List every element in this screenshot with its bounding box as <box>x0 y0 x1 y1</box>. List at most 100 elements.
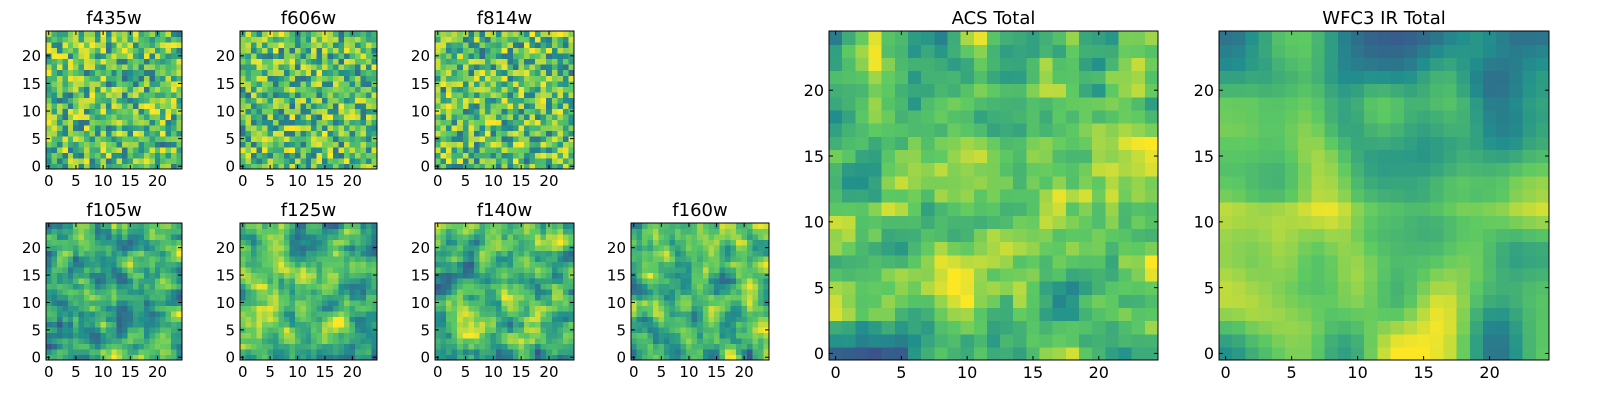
heatmap-cell <box>457 69 464 76</box>
heatmap-cell <box>283 97 290 104</box>
heatmap-cell <box>56 321 63 328</box>
heatmap-cell <box>149 146 156 154</box>
heatmap-cell <box>546 130 553 137</box>
heatmap-cell <box>305 299 312 306</box>
heatmap-cell <box>457 349 464 356</box>
heatmap-cell <box>757 294 765 301</box>
heatmap-cell <box>84 64 91 71</box>
heatmap-cell <box>67 135 74 142</box>
heatmap-cell <box>371 261 378 268</box>
heatmap-cell <box>355 349 362 356</box>
heatmap-cell <box>78 113 85 120</box>
heatmap-cell <box>490 36 497 43</box>
heatmap-cell <box>133 119 140 126</box>
heatmap-cell <box>283 288 290 295</box>
heatmap-cell <box>89 119 96 126</box>
heatmap-cell <box>535 266 542 273</box>
heatmap-cell <box>741 261 748 268</box>
heatmap-cell <box>256 239 263 246</box>
heatmap-cell <box>149 354 156 361</box>
heatmap-cell <box>267 102 274 109</box>
heatmap-cell <box>680 277 687 284</box>
heatmap-cell <box>289 113 296 120</box>
heatmap-cell <box>490 102 497 109</box>
heatmap-cell <box>523 332 531 339</box>
heatmap-cell <box>529 349 536 356</box>
heatmap-cell <box>468 277 475 284</box>
heatmap-cell <box>272 53 279 60</box>
heatmap-cell <box>468 321 475 328</box>
heatmap-cell <box>669 244 676 251</box>
heatmap-cell <box>485 261 492 268</box>
heatmap-cell <box>355 255 362 262</box>
heatmap-cell <box>245 91 252 98</box>
heatmap-cell <box>664 250 671 257</box>
heatmap-cell <box>73 288 80 295</box>
heatmap-cell <box>501 327 508 334</box>
heatmap-cell <box>366 283 373 290</box>
heatmap-cell <box>1052 333 1067 348</box>
heatmap-cell <box>724 343 731 350</box>
heatmap-cell <box>267 277 274 284</box>
heatmap-cell <box>283 146 290 154</box>
heatmap-cell <box>278 277 285 284</box>
heatmap-cell <box>256 97 263 104</box>
heatmap-cell <box>562 327 570 334</box>
heatmap-cell <box>176 223 183 230</box>
heatmap-cell <box>67 321 74 328</box>
heatmap-cell <box>305 124 312 131</box>
heatmap-cell <box>496 146 503 154</box>
heatmap-cell <box>133 250 140 257</box>
heatmap-cell <box>642 332 649 339</box>
heatmap-cell <box>305 310 312 317</box>
heatmap-cell <box>267 42 274 49</box>
heatmap-cell <box>1026 162 1041 177</box>
heatmap-cell <box>355 294 362 301</box>
heatmap-cell <box>973 241 988 256</box>
heatmap-cell <box>322 47 329 54</box>
heatmap-cell <box>686 250 693 257</box>
heatmap-cell <box>440 266 447 273</box>
heatmap-cell <box>435 69 442 76</box>
heatmap-cell <box>267 228 274 235</box>
heatmap-cell <box>473 277 481 284</box>
heatmap-cell <box>1131 215 1146 229</box>
heatmap-cell <box>289 163 296 170</box>
heatmap-cell <box>240 338 247 345</box>
heatmap-cell <box>468 354 475 361</box>
heatmap-cell <box>344 69 351 76</box>
heatmap-cell <box>546 47 553 54</box>
heatmap-cell <box>56 354 63 361</box>
heatmap-cell <box>56 124 63 131</box>
heatmap-cell <box>171 47 178 54</box>
heatmap-cell <box>122 272 129 279</box>
heatmap-cell <box>84 146 91 154</box>
heatmap-cell <box>702 288 709 295</box>
heatmap-cell <box>311 97 318 104</box>
heatmap-cell <box>322 141 329 148</box>
heatmap-cell <box>435 91 442 98</box>
heatmap-cell <box>446 272 453 279</box>
heatmap-cell <box>468 86 475 93</box>
heatmap-cell <box>56 343 63 350</box>
heatmap-cell <box>540 42 547 49</box>
y-tick-label: 5 <box>420 130 430 148</box>
heatmap-cell <box>316 58 323 65</box>
heatmap-cell <box>105 119 112 126</box>
heatmap-cell <box>305 316 312 323</box>
heatmap-cell <box>473 157 481 165</box>
heatmap-cell <box>366 69 373 76</box>
heatmap-cell <box>562 102 570 109</box>
heatmap-cell <box>245 228 252 235</box>
heatmap-cell <box>366 80 373 87</box>
heatmap-cell <box>551 349 558 356</box>
heatmap-cell <box>1052 162 1067 177</box>
heatmap-cell <box>763 255 770 262</box>
heatmap-cell <box>451 130 458 137</box>
heatmap-cell <box>881 346 896 361</box>
heatmap-cell <box>435 102 442 109</box>
heatmap-cell <box>675 250 682 257</box>
heatmap-cell <box>529 354 536 361</box>
heatmap-cell <box>289 294 296 301</box>
heatmap-cell <box>294 135 301 142</box>
